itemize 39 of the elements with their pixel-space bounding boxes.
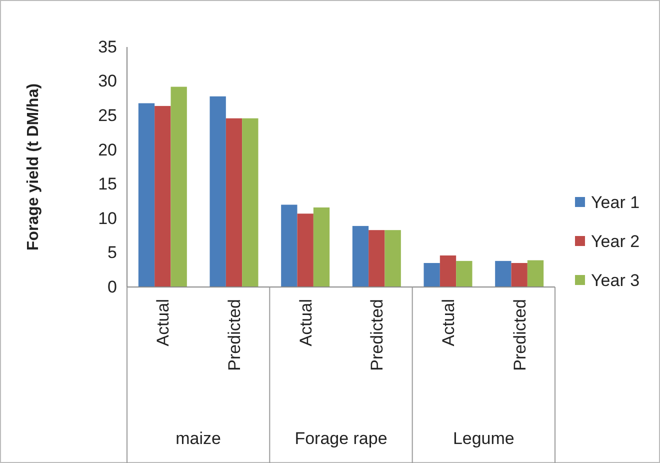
- bar: [242, 118, 258, 287]
- bar: [456, 260, 472, 287]
- bar: [424, 263, 440, 287]
- x-tick-label: Actual: [296, 299, 316, 346]
- x-tick-label: Actual: [439, 299, 458, 346]
- y-axis-title: Forage yield (t DM/ha): [25, 83, 42, 251]
- y-tick-label: 5: [108, 243, 117, 262]
- legend-label: Year 1: [591, 193, 640, 212]
- x-tick-label: Predicted: [368, 299, 387, 371]
- x-tick-label: Predicted: [510, 299, 530, 371]
- bar: [511, 263, 528, 287]
- bar: [297, 214, 314, 287]
- bar: [154, 106, 171, 287]
- y-tick-label: 30: [98, 72, 117, 91]
- y-tick-label: 10: [98, 208, 117, 228]
- bar: [281, 204, 298, 287]
- bar: [495, 260, 512, 287]
- bar: [226, 118, 242, 287]
- y-tick-label: 0: [108, 277, 117, 296]
- bar: [527, 260, 544, 287]
- bar: [384, 230, 401, 287]
- bar: [210, 96, 226, 287]
- bar: [170, 86, 187, 287]
- text: Legume: [452, 429, 514, 448]
- text: Forage rape: [294, 429, 388, 448]
- y-tick-label: 35: [98, 37, 117, 56]
- x-tick-label: Actual: [154, 299, 173, 346]
- bar: [138, 103, 155, 287]
- text: maize: [176, 429, 222, 448]
- y-tick-label: 20: [98, 140, 117, 160]
- bar: [352, 226, 369, 287]
- bar: [313, 207, 330, 287]
- x-tick-label: Predicted: [225, 299, 244, 371]
- legend-label: Year 3: [591, 271, 640, 290]
- legend-label: Year 2: [591, 232, 640, 251]
- y-tick-label: 15: [98, 174, 117, 194]
- y-tick-label: 25: [98, 106, 117, 126]
- bar: [368, 230, 385, 287]
- bar: [440, 255, 456, 287]
